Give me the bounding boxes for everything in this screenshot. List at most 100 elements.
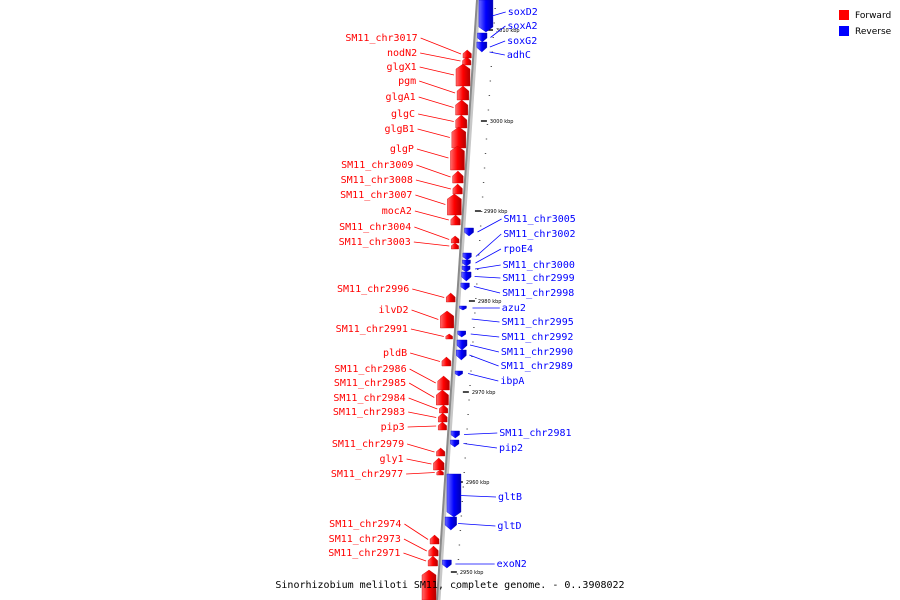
reverse-gene-sm11-chr2989[interactable] — [456, 349, 467, 361]
minor-tick — [476, 283, 478, 285]
forward-gene-sm11-chr2974[interactable] — [429, 534, 440, 545]
minor-tick — [485, 138, 488, 140]
reverse-gene-rpoe4[interactable] — [462, 259, 471, 267]
leader-line — [475, 248, 502, 264]
reverse-gene-gltb[interactable] — [446, 473, 462, 518]
forward-gene-sm11-chr3007[interactable] — [447, 193, 462, 216]
leader-line — [468, 373, 499, 382]
forward-label: SM11_chr2983 — [333, 407, 405, 418]
leader-line — [473, 286, 501, 294]
reverse-gene-azu2[interactable] — [459, 305, 467, 311]
minor-tick — [461, 501, 463, 502]
forward-label: SM11_chr2974 — [329, 519, 401, 530]
forward-label: SM11_chr2973 — [329, 534, 401, 545]
minor-tick — [491, 51, 493, 53]
minor-tick — [475, 298, 477, 299]
forward-label: SM11_chr2986 — [334, 364, 406, 375]
forward-gene-sm11-chr2996[interactable] — [446, 292, 456, 303]
legend-reverse-swatch — [839, 26, 849, 36]
forward-label: gly1 — [380, 454, 404, 465]
forward-gene-sm11-chr2973[interactable] — [428, 545, 439, 557]
leader-line — [458, 523, 496, 527]
reverse-gene-sm11-chr3000[interactable] — [461, 265, 471, 273]
reverse-label: ibpA — [500, 376, 524, 387]
reverse-gene-ibpa[interactable] — [454, 370, 463, 377]
minor-tick — [478, 254, 480, 256]
reverse-label: exoN2 — [497, 559, 527, 570]
reverse-label: gltD — [497, 521, 521, 532]
forward-gene-sm11-chr2991[interactable] — [445, 333, 453, 340]
minor-tick — [459, 530, 462, 531]
reverse-gene-gltd[interactable] — [444, 516, 457, 531]
forward-label: glgC — [391, 109, 415, 120]
minor-tick — [487, 109, 490, 111]
forward-label: pgm — [398, 76, 416, 87]
leader-line — [415, 194, 446, 205]
forward-gene-glgx1[interactable] — [455, 63, 471, 87]
reverse-label: soxA2 — [507, 21, 537, 32]
forward-gene-sm11-chr3004[interactable] — [450, 235, 460, 244]
leader-line — [489, 40, 506, 48]
forward-label: pldB — [383, 348, 407, 359]
leader-line — [475, 233, 502, 257]
forward-gene-moca2[interactable] — [450, 214, 461, 226]
minor-tick — [474, 312, 476, 314]
leader-line — [406, 458, 432, 465]
forward-gene-sm11-chr2979[interactable] — [436, 447, 446, 457]
leader-line — [477, 218, 502, 233]
forward-gene-pldb[interactable] — [441, 356, 452, 367]
legend: Forward Reverse — [839, 10, 892, 37]
reverse-gene-sm11-chr3002[interactable] — [462, 252, 472, 261]
map-caption: Sinorhizobium meliloti SM11, complete ge… — [275, 580, 624, 591]
reverse-gene-exon2[interactable] — [442, 559, 452, 569]
forward-gene-sm11-chr2983[interactable] — [438, 412, 448, 423]
forward-gene-sm11-chr2985[interactable] — [436, 389, 449, 406]
forward-label: SM11_chr3017 — [345, 33, 417, 44]
forward-label: SM11_chr2971 — [328, 548, 400, 559]
forward-gene-ilvd2[interactable] — [440, 310, 454, 329]
reverse-gene-soxd2[interactable] — [478, 0, 494, 33]
minor-tick — [486, 124, 489, 125]
reverse-gene-sm11-chr2990[interactable] — [456, 339, 468, 351]
reverse-gene-sm11-chr2981[interactable] — [450, 430, 460, 439]
forward-gene-sm11-chr2977[interactable] — [436, 469, 444, 476]
forward-gene[interactable] — [421, 569, 437, 600]
minor-tick — [484, 153, 487, 154]
leader-line — [413, 241, 450, 247]
leader-line — [406, 443, 435, 453]
reverse-label: gltB — [498, 492, 522, 503]
forward-gene-glgp[interactable] — [450, 145, 465, 171]
tick-label: 3000 kbp — [490, 119, 514, 125]
forward-gene-sm11-chr3017[interactable] — [462, 49, 472, 59]
reverse-gene-sm11-chr2998[interactable] — [460, 282, 470, 291]
forward-label: SM11_chr3004 — [339, 222, 411, 233]
forward-gene-glgb1[interactable] — [451, 126, 467, 149]
reverse-gene-sm11-chr2999[interactable] — [461, 271, 472, 282]
reverse-gene-sm11-chr2992[interactable] — [457, 330, 466, 338]
forward-gene-glgc[interactable] — [455, 114, 468, 129]
forward-gene-sm11-chr2986[interactable] — [437, 375, 450, 391]
forward-label: glgB1 — [384, 124, 414, 135]
forward-gene-sm11-chr2984[interactable] — [439, 404, 448, 414]
minor-tick — [494, 8, 496, 9]
reverse-gene-pip2[interactable] — [450, 439, 460, 448]
forward-gene-sm11-chr3009[interactable] — [452, 170, 464, 184]
forward-gene-gly1[interactable] — [433, 457, 445, 471]
forward-gene-sm11-chr2971[interactable] — [427, 555, 438, 567]
leader-line — [411, 309, 439, 320]
forward-gene-pgm[interactable] — [456, 85, 469, 101]
forward-gene-nodn2[interactable] — [462, 56, 472, 66]
leader-line — [408, 411, 437, 418]
reverse-gene-soxa2[interactable] — [477, 32, 488, 43]
minor-tick — [458, 544, 461, 546]
forward-label: glgP — [390, 144, 414, 155]
forward-gene-pip3[interactable] — [438, 421, 447, 431]
reverse-gene-soxg2[interactable] — [476, 41, 488, 53]
forward-gene-sm11-chr3008[interactable] — [452, 183, 463, 195]
reverse-gene-sm11-chr3005[interactable] — [464, 227, 474, 237]
leader-line — [414, 226, 450, 240]
forward-gene-glga1[interactable] — [455, 99, 469, 116]
forward-gene-sm11-chr3003[interactable] — [451, 242, 459, 250]
minor-tick — [457, 559, 460, 560]
